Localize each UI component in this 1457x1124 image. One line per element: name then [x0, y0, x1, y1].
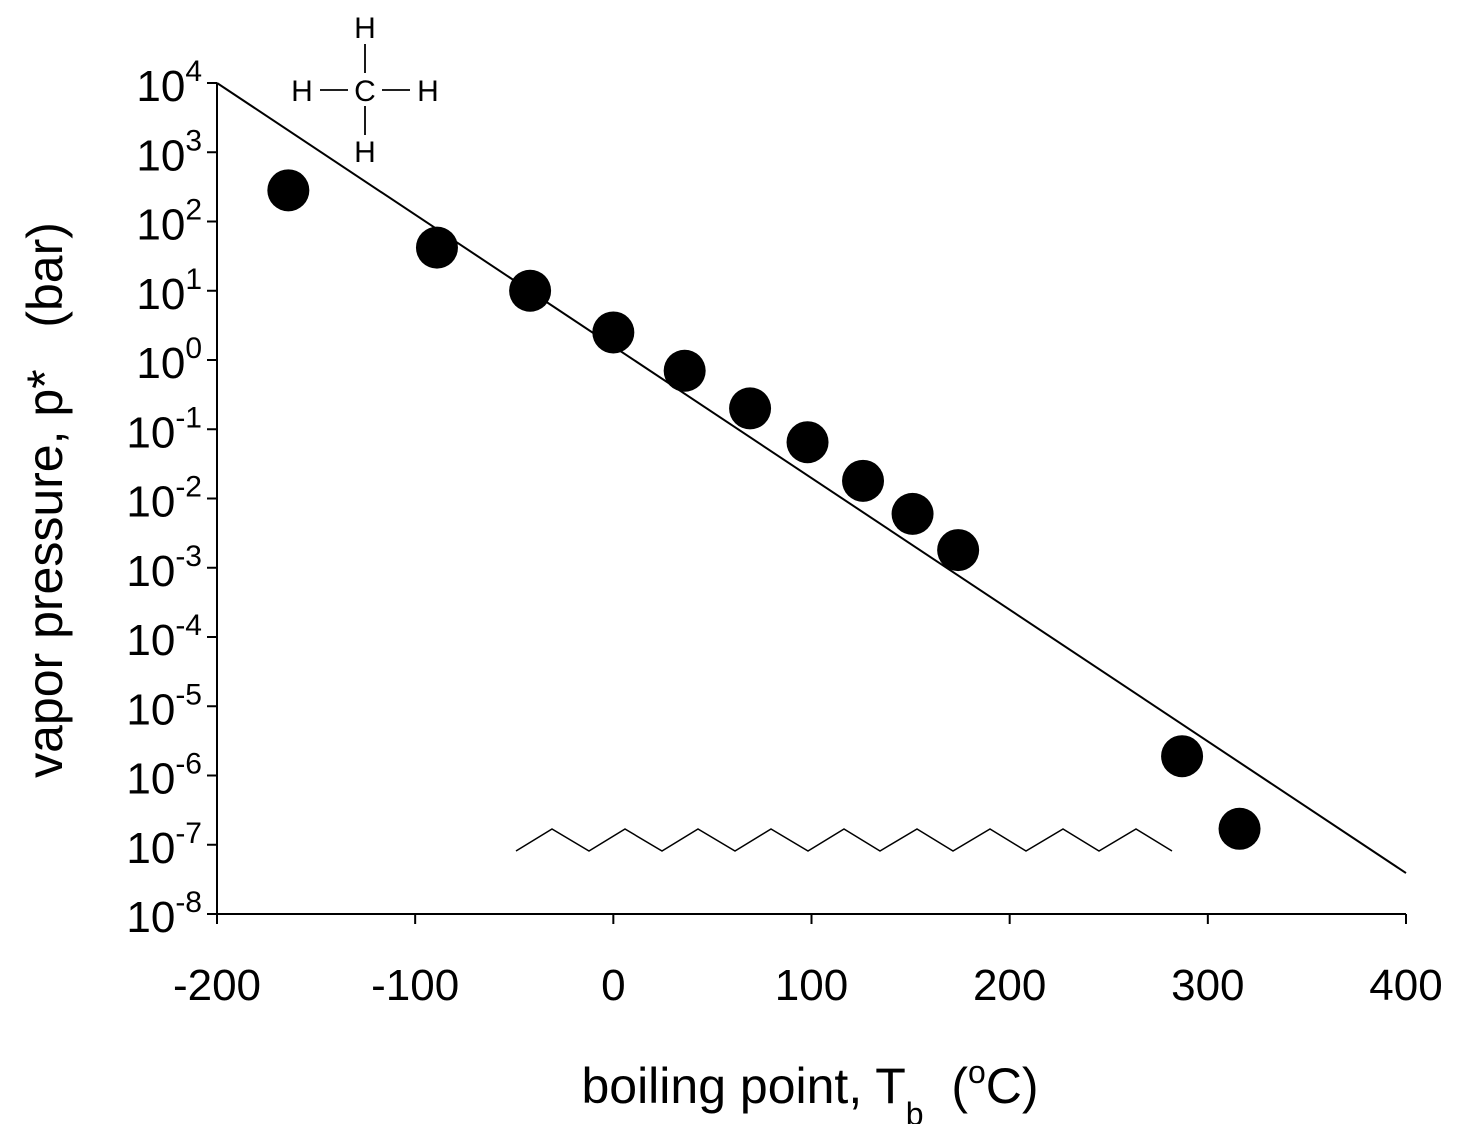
y-tick-exponent: -4: [175, 609, 202, 642]
y-tick-exponent: 0: [185, 332, 202, 365]
y-tick-base: 10: [126, 478, 175, 527]
alkane-chain-zigzag: [515, 828, 1173, 852]
y-axis-title: vapor pressure, p* (bar): [17, 222, 73, 778]
data-point: [415, 226, 458, 269]
y-tick-label: 10-3: [126, 540, 202, 596]
fit-line: [216, 82, 1407, 874]
y-tick-label: 10-2: [126, 471, 202, 527]
data-point: [842, 459, 885, 502]
data-point: [937, 529, 980, 572]
axes: [216, 83, 1406, 915]
y-tick-label: 101: [136, 263, 202, 319]
x-axis-title-unit-close: C): [986, 1058, 1039, 1114]
methane-c: C: [354, 75, 376, 108]
methane-structure: H H C H H: [291, 12, 439, 169]
y-tick-base: 10: [126, 824, 175, 873]
y-tick-exponent: -8: [175, 886, 202, 919]
y-tick-label: 104: [136, 55, 202, 111]
x-axis-title-unit-open: (: [924, 1058, 969, 1114]
y-tick-base: 10: [136, 201, 185, 250]
x-tick-label: 200: [973, 961, 1046, 1010]
y-tick-exponent: 4: [185, 55, 202, 88]
x-axis-title-unit-superscript: o: [968, 1054, 986, 1090]
y-tick-base: 10: [136, 339, 185, 388]
y-tick-exponent: 2: [185, 194, 202, 227]
y-tick-base: 10: [136, 270, 185, 319]
y-tick-label: 100: [136, 332, 202, 388]
methane-h-right: H: [417, 75, 439, 108]
y-tick-exponent: -5: [175, 678, 202, 711]
x-tick-label: -200: [173, 961, 261, 1010]
y-tick-base: 10: [126, 893, 175, 942]
y-tick-exponent: -1: [175, 401, 202, 434]
y-tick-label: 102: [136, 194, 202, 250]
methane-h-top: H: [354, 12, 376, 45]
y-tick-label: 10-5: [126, 678, 202, 734]
y-tick-label: 103: [136, 124, 202, 180]
data-point: [786, 421, 829, 464]
y-tick-label: 10-6: [126, 748, 202, 804]
fit-line-group: [216, 82, 1407, 874]
data-points: [267, 169, 1261, 850]
data-point: [891, 492, 934, 535]
data-point: [592, 311, 635, 354]
y-tick-exponent: 3: [185, 124, 202, 157]
y-tick-base: 10: [126, 547, 175, 596]
methane-h-left: H: [291, 75, 313, 108]
y-tick-exponent: -2: [175, 471, 202, 504]
y-tick-base: 10: [126, 685, 175, 734]
x-tick-label: 0: [601, 961, 625, 1010]
y-tick-base: 10: [136, 62, 185, 111]
data-point: [729, 387, 772, 430]
y-tick-base: 10: [126, 408, 175, 457]
data-point: [509, 269, 552, 312]
y-tick-exponent: 1: [185, 263, 202, 296]
x-tick-label: 100: [775, 961, 848, 1010]
y-axis-ticks: 10410310210110010-110-210-310-410-510-61…: [126, 55, 217, 942]
y-tick-base: 10: [126, 616, 175, 665]
y-tick-label: 10-1: [126, 401, 202, 457]
data-point: [663, 349, 706, 392]
x-tick-label: -100: [371, 961, 459, 1010]
methane-h-bottom: H: [354, 136, 376, 169]
y-tick-label: 10-7: [126, 817, 202, 873]
y-tick-exponent: -7: [175, 817, 202, 850]
data-point: [267, 169, 310, 212]
data-point: [1161, 735, 1204, 778]
y-tick-exponent: -6: [175, 748, 202, 781]
data-point: [1218, 807, 1261, 850]
x-axis-title-main: boiling point, T: [581, 1058, 905, 1114]
y-tick-label: 10-8: [126, 886, 202, 942]
y-tick-exponent: -3: [175, 540, 202, 573]
x-axis-title: boiling point, Tb (oC): [581, 1054, 1038, 1124]
y-tick-label: 10-4: [126, 609, 202, 665]
y-tick-base: 10: [126, 755, 175, 804]
x-axis-title-subscript: b: [906, 1096, 924, 1124]
x-tick-label: 300: [1171, 961, 1244, 1010]
x-axis-ticks: -200 -100 0 100 200 300 400: [173, 914, 1443, 1010]
y-tick-base: 10: [136, 131, 185, 180]
x-tick-label: 400: [1369, 961, 1442, 1010]
